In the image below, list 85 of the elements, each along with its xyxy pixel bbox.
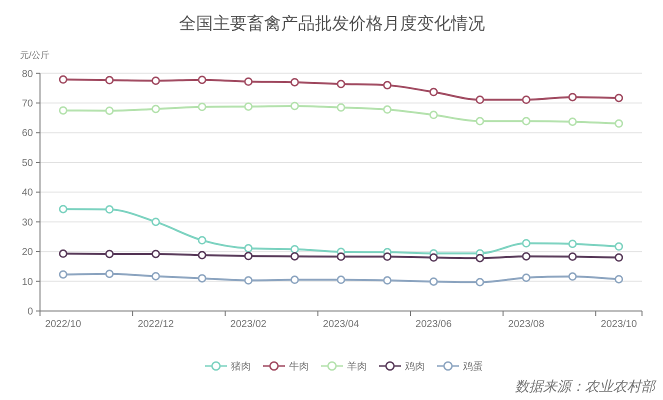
point [105, 205, 114, 214]
point [522, 252, 530, 261]
point [568, 272, 577, 281]
point [290, 244, 299, 254]
y-tick-label: 70 [22, 98, 34, 110]
point [105, 250, 114, 258]
point [290, 276, 299, 284]
title: 全国主要畜禽产品批发价格月度变化情况 [179, 14, 485, 33]
point [58, 106, 68, 115]
legend-label: 羊肉 [347, 360, 367, 372]
x-tick-label: 2023/04 [322, 319, 360, 330]
point [290, 252, 299, 261]
x-tick-label: 2023/02 [230, 319, 267, 330]
point [58, 270, 68, 279]
point [614, 242, 624, 251]
point [336, 276, 346, 284]
point [429, 277, 438, 286]
point [105, 76, 114, 84]
point [152, 250, 160, 258]
y-tick-label: 0 [27, 306, 34, 318]
point [336, 252, 346, 261]
point [429, 88, 438, 96]
point [568, 117, 577, 126]
point [476, 278, 484, 286]
y-tick-label: 10 [22, 276, 34, 288]
legend-label: 鸡蛋 [462, 360, 483, 372]
point [614, 119, 624, 128]
point [244, 77, 253, 86]
point [383, 252, 392, 261]
point [614, 94, 624, 102]
point [244, 244, 253, 253]
point [58, 75, 68, 84]
point [614, 274, 624, 284]
point [198, 274, 206, 283]
point [522, 239, 530, 248]
point [476, 116, 484, 126]
y-tick-label: 50 [22, 158, 34, 169]
point [476, 254, 484, 262]
annotation: 数据来源：农业农村部 [515, 378, 655, 394]
point [244, 252, 253, 260]
point [568, 92, 577, 102]
x-tick-label: 2023/08 [508, 319, 545, 330]
y-tick-label: 40 [22, 188, 34, 199]
point [522, 116, 530, 126]
point [290, 102, 299, 110]
point [429, 253, 438, 262]
point [105, 106, 114, 115]
point [244, 102, 253, 111]
point [568, 240, 577, 248]
point [336, 80, 346, 88]
legend-label: 牛肉 [289, 360, 309, 372]
point [152, 272, 160, 280]
x-tick-label: 2023/10 [600, 319, 638, 330]
point [198, 250, 206, 260]
point [244, 276, 253, 285]
point [152, 218, 160, 226]
point [476, 95, 484, 104]
point [152, 76, 160, 85]
point [105, 270, 114, 278]
point [568, 252, 577, 261]
point [383, 80, 392, 90]
point [290, 78, 299, 86]
x-tick-label: 2022/12 [138, 319, 174, 330]
point [522, 273, 530, 282]
y-tick-label: 80 [22, 68, 34, 80]
point [383, 105, 392, 114]
point [198, 236, 206, 245]
point [198, 76, 206, 84]
point [198, 102, 206, 112]
point [614, 253, 624, 262]
legend-label: 鸡肉 [404, 362, 425, 372]
x-tick-label: 2022/10 [45, 319, 82, 330]
point [336, 103, 346, 112]
point [429, 110, 438, 120]
y-tick-label: 60 [22, 128, 34, 140]
point [522, 95, 530, 104]
y-tick-label: 30 [22, 217, 34, 228]
point [383, 276, 392, 285]
point [58, 204, 68, 214]
point [152, 104, 160, 114]
y-tick-label: 20 [22, 247, 34, 258]
ylabel: 元/公斤 [20, 50, 50, 60]
legend-label: 猪肉 [231, 360, 251, 372]
x-tick-label: 2023/06 [416, 319, 452, 330]
point [58, 249, 68, 258]
